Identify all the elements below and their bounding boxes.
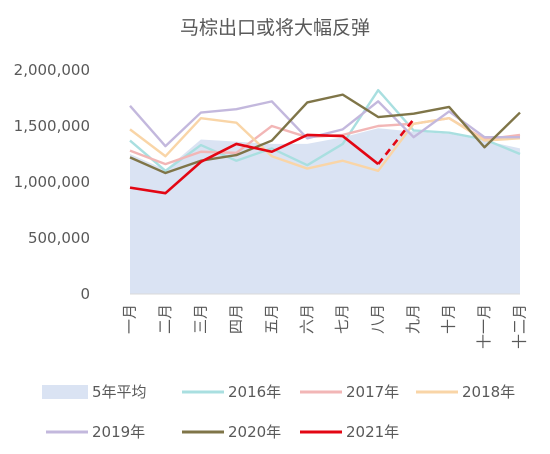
legend-item-2021年: 2021年 <box>300 423 399 441</box>
x-tick-label: 十一月 <box>475 304 493 349</box>
legend-item-2020年: 2020年 <box>182 423 281 441</box>
x-tick-label: 十二月 <box>511 304 529 349</box>
y-tick-label: 2,000,000 <box>14 61 90 79</box>
area-5yr-average <box>130 128 520 294</box>
legend-label: 2016年 <box>228 383 281 401</box>
legend-label: 2020年 <box>228 423 281 441</box>
y-tick-label: 500,000 <box>28 229 90 247</box>
y-tick-label: 1,000,000 <box>14 173 90 191</box>
y-tick-label: 0 <box>80 285 90 303</box>
legend-item-5年平均: 5年平均 <box>42 383 147 401</box>
legend-label: 5年平均 <box>92 383 147 401</box>
series-line-2021年 <box>129 133 379 195</box>
x-tick-label: 九月 <box>404 304 422 334</box>
plot-area <box>129 88 521 294</box>
x-tick-label: 五月 <box>262 304 280 334</box>
legend-label: 2021年 <box>346 423 399 441</box>
x-tick-label: 八月 <box>369 304 387 334</box>
x-tick-label: 二月 <box>156 304 174 334</box>
legend-label: 2017年 <box>346 383 399 401</box>
legend-item-2017年: 2017年 <box>300 383 399 401</box>
series-line-dashed-2021年 <box>377 118 415 165</box>
y-tick-label: 1,500,000 <box>14 117 90 135</box>
series-line-2018年 <box>129 116 521 173</box>
legend-label: 2019年 <box>92 423 145 441</box>
x-tick-label: 六月 <box>298 304 316 334</box>
series-line-2016年 <box>129 88 521 173</box>
legend: 5年平均 2016年 2017年 2018年 2019年 2020年 2021年 <box>42 383 515 441</box>
x-axis: 一月 二月 三月 四月 五月 六月 七月 八月 九月 十月 十一月 十二月 <box>121 293 529 349</box>
x-tick-label: 七月 <box>333 304 351 334</box>
series-line-2020年 <box>129 93 521 175</box>
x-tick-label: 十月 <box>440 304 458 334</box>
series-line-2019年 <box>129 100 520 148</box>
legend-item-2018年: 2018年 <box>416 383 515 401</box>
legend-item-2019年: 2019年 <box>46 423 145 441</box>
chart-title: 马棕出口或将大幅反弹 <box>180 17 370 39</box>
legend-label: 2018年 <box>462 383 515 401</box>
y-axis: 0 500,000 1,000,000 1,500,000 2,000,000 <box>14 61 90 303</box>
x-tick-label: 四月 <box>227 304 245 334</box>
x-tick-label: 三月 <box>191 304 209 334</box>
legend-swatch <box>42 385 88 399</box>
x-tick-label: 一月 <box>121 304 139 334</box>
legend-item-2016年: 2016年 <box>182 383 281 401</box>
